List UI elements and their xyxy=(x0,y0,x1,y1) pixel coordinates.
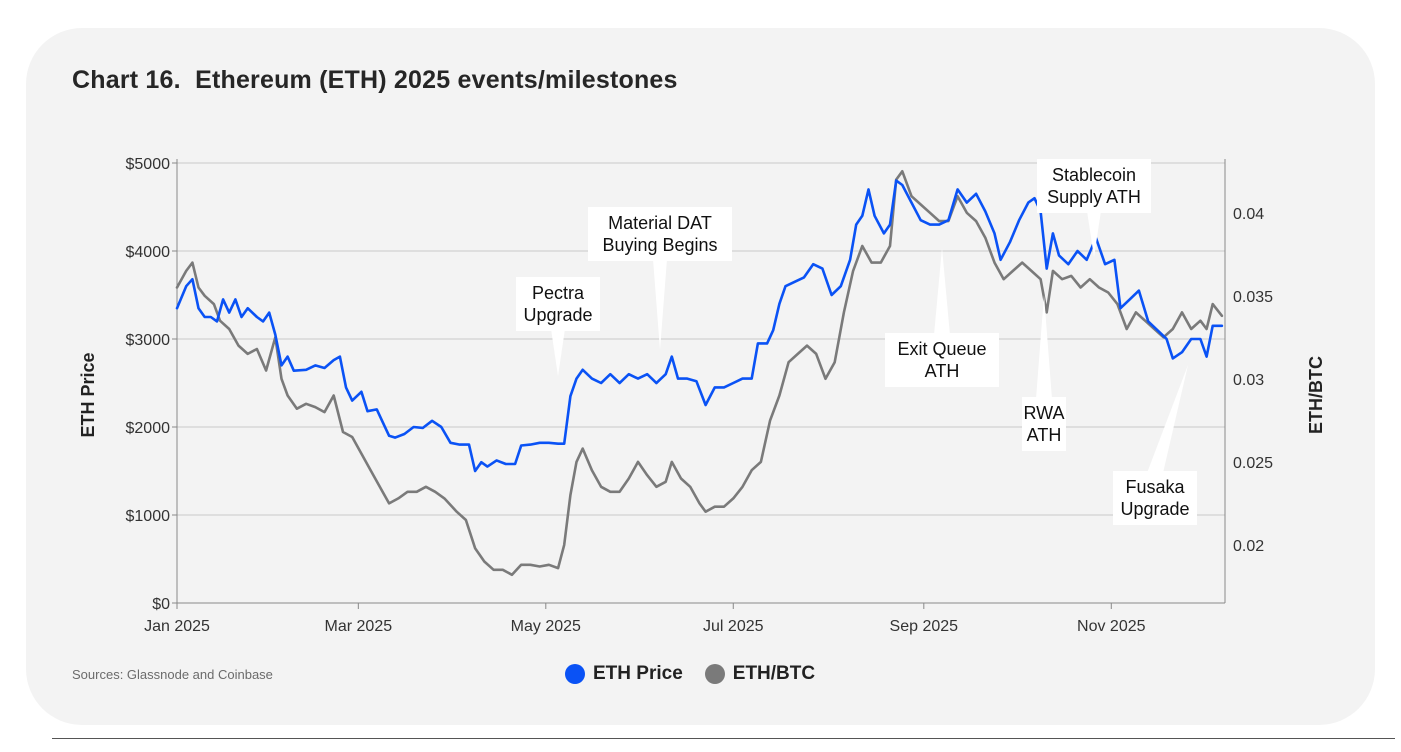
y-right-tick-label: 0.04 xyxy=(1233,206,1264,223)
annotation-callout-pointer xyxy=(653,259,667,350)
annotation-label: RWA xyxy=(1023,403,1064,423)
y-right-tick-label: 0.03 xyxy=(1233,372,1264,389)
annotation-callout-pointer xyxy=(934,248,950,335)
y-right-tick-label: 0.035 xyxy=(1233,289,1273,306)
annotation-label: Exit Queue xyxy=(897,339,986,359)
annotation-label: Stablecoin xyxy=(1052,165,1136,185)
annotation-box xyxy=(588,207,732,261)
annotation-box xyxy=(885,333,999,387)
series-lines xyxy=(175,170,1224,577)
y-left-tick-label: $2000 xyxy=(126,420,171,437)
x-tick-label: May 2025 xyxy=(511,618,581,635)
x-tick-label: Sep 2025 xyxy=(890,618,959,635)
series-line-eth-btc xyxy=(175,170,1224,577)
chart-card xyxy=(26,28,1375,725)
annotation-label: Supply ATH xyxy=(1047,187,1141,207)
axes xyxy=(176,159,1226,604)
chart-title: Chart 16. Ethereum (ETH) 2025 events/mil… xyxy=(72,66,678,94)
y-right-tick-label: 0.02 xyxy=(1233,538,1264,555)
annotation-callout-pointer xyxy=(551,329,565,376)
x-tick-label: Jan 2025 xyxy=(144,618,210,635)
legend: ETH Price ETH/BTC xyxy=(565,663,815,685)
annotation-box xyxy=(516,277,600,331)
x-tick-label: Nov 2025 xyxy=(1077,618,1146,635)
annotation-label: Buying Begins xyxy=(602,235,717,255)
x-tick-label: Jul 2025 xyxy=(703,618,764,635)
y-left-tick-label: $0 xyxy=(152,596,170,613)
annotation-label: Pectra xyxy=(532,283,585,303)
legend-item-eth-btc: ETH/BTC xyxy=(704,663,816,685)
annotation-label: Upgrade xyxy=(523,305,592,325)
legend-label-eth-btc: ETH/BTC xyxy=(732,663,816,684)
annotation-label: Upgrade xyxy=(1120,499,1189,519)
y-axis-left-title: ETH Price xyxy=(78,352,98,437)
annotation-box xyxy=(1113,471,1197,525)
legend-marker-eth-btc xyxy=(704,664,725,684)
legend-item-eth-price: ETH Price xyxy=(565,663,683,685)
bottom-divider xyxy=(52,738,1395,739)
tick-labels: $0 $1000 $2000 $3000 $4000 $5000 0.02 0.025 0.03… xyxy=(126,156,1274,635)
annotation-box xyxy=(1037,159,1151,213)
y-left-tick-label: $4000 xyxy=(126,244,171,261)
y-left-tick-label: $1000 xyxy=(126,508,171,525)
legend-marker-eth-price xyxy=(565,664,585,684)
annotation-label: Material DAT xyxy=(608,213,712,233)
y-right-tick-label: 0.025 xyxy=(1233,455,1273,472)
annotation-callout-pointer xyxy=(1036,295,1052,399)
series-line-eth-price xyxy=(175,179,1224,473)
annotation-label: ATH xyxy=(1027,425,1062,445)
annotation-label: ATH xyxy=(925,361,960,381)
x-tick-label: Mar 2025 xyxy=(325,618,393,635)
annotation-label: Fusaka xyxy=(1125,477,1185,497)
y-axis-right-title: ETH/BTC xyxy=(1306,356,1326,434)
annotation-callout-pointer xyxy=(1147,365,1188,473)
legend-label-eth-price: ETH Price xyxy=(593,663,683,684)
source-note: Sources: Glassnode and Coinbase xyxy=(72,667,273,682)
y-left-tick-label: $3000 xyxy=(126,332,171,349)
y-left-tick-label: $5000 xyxy=(126,156,171,173)
annotation-box xyxy=(1022,397,1066,451)
annotation-callout-pointer xyxy=(1087,211,1101,257)
